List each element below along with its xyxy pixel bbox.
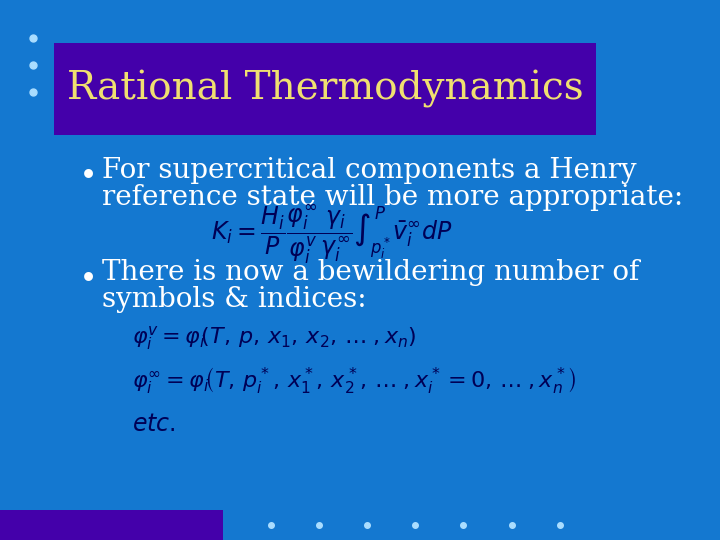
Text: For supercritical components a Henry: For supercritical components a Henry bbox=[102, 157, 637, 184]
Text: There is now a bewildering number of: There is now a bewildering number of bbox=[102, 259, 639, 286]
Text: $\varphi_i^{v} = \varphi_i\!\left(T,\, p,\, x_1,\, x_2,\, \ldots\; ,x_n\right)$: $\varphi_i^{v} = \varphi_i\!\left(T,\, p… bbox=[132, 323, 417, 352]
FancyBboxPatch shape bbox=[0, 510, 222, 540]
Text: $etc.$: $etc.$ bbox=[132, 412, 176, 436]
Text: $K_i = \dfrac{H_i}{P} \dfrac{\varphi_i^{\infty}}{\varphi_i^{v}} \dfrac{\gamma_i}: $K_i = \dfrac{H_i}{P} \dfrac{\varphi_i^{… bbox=[211, 204, 452, 266]
Text: symbols & indices:: symbols & indices: bbox=[102, 286, 367, 313]
Text: reference state will be more appropriate:: reference state will be more appropriate… bbox=[102, 184, 683, 211]
Text: $\bullet$: $\bullet$ bbox=[78, 261, 94, 290]
Text: $\bullet$: $\bullet$ bbox=[78, 158, 94, 187]
FancyBboxPatch shape bbox=[54, 43, 596, 135]
Text: $\varphi_i^{\infty} = \varphi_i\!\left(T,\, p_i^*,\, x_1^*,\, x_2^*,\, \ldots\; : $\varphi_i^{\infty} = \varphi_i\!\left(T… bbox=[132, 365, 577, 396]
Text: Rational Thermodynamics: Rational Thermodynamics bbox=[67, 70, 583, 108]
